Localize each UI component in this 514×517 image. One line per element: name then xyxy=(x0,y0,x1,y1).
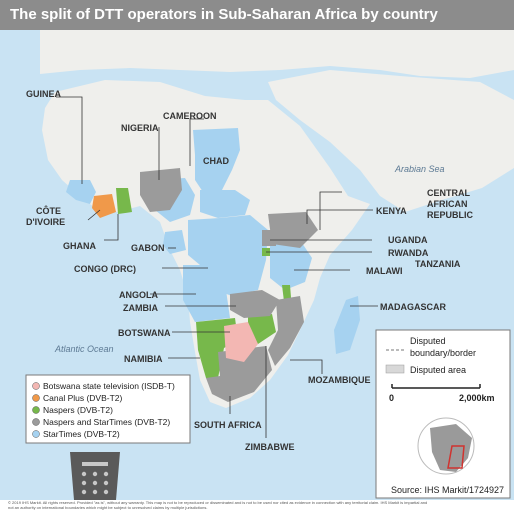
label-angola: ANGOLA xyxy=(119,290,158,300)
label-congo-drc: CONGO (DRC) xyxy=(74,264,136,274)
disputed-border-label-1: Disputed xyxy=(410,336,446,346)
legend-label: Naspers (DVB-T2) xyxy=(43,405,113,415)
legend-box xyxy=(25,374,191,444)
legend-item: Botswana state television (ISDB-T) xyxy=(32,381,175,391)
locator-highlight xyxy=(447,445,465,469)
footer-line-1: © 2019 IHS Markit. All rights reserved. … xyxy=(8,500,428,505)
region-zambia xyxy=(230,290,280,318)
region-uganda xyxy=(262,230,276,246)
legend-label: Naspers and StarTimes (DVB-T2) xyxy=(43,417,170,427)
label-nigeria: NIGERIA xyxy=(121,123,159,133)
label-cote-divoire-1: CÔTE xyxy=(36,205,61,216)
legend-item: Naspers and StarTimes (DVB-T2) xyxy=(32,417,170,427)
region-kenya xyxy=(268,212,318,248)
tv-remote-icon xyxy=(70,452,120,500)
legend-swatch xyxy=(32,430,40,438)
legend-item: StarTimes (DVB-T2) xyxy=(32,429,120,439)
label-zimbabwe: ZIMBABWE xyxy=(245,442,295,452)
label-car-1: CENTRAL xyxy=(427,188,470,198)
label-botswana: BOTSWANA xyxy=(118,328,171,338)
label-mozambique: MOZAMBIQUE xyxy=(308,375,371,385)
legend-item: Canal Plus (DVB-T2) xyxy=(32,393,123,403)
map-title: The split of DTT operators in Sub-Sahara… xyxy=(10,6,438,23)
label-zambia: ZAMBIA xyxy=(123,303,158,313)
legend-label: Botswana state television (ISDB-T) xyxy=(43,381,175,391)
map-canvas: Arabian Sea Atlantic Ocean GUINEA NIGERI… xyxy=(0,30,514,500)
label-guinea: GUINEA xyxy=(26,89,62,99)
scale-end: 2,000km xyxy=(459,393,495,403)
label-tanzania: TANZANIA xyxy=(415,259,461,269)
scale-start: 0 xyxy=(389,393,394,403)
label-rwanda: RWANDA xyxy=(388,248,429,258)
legend-label: StarTimes (DVB-T2) xyxy=(43,429,120,439)
label-cote-divoire-2: D'IVOIRE xyxy=(26,217,65,227)
legend-swatch xyxy=(32,394,40,402)
region-tanzania xyxy=(270,240,312,290)
legend-item: Naspers (DVB-T2) xyxy=(32,405,113,415)
label-namibia: NAMIBIA xyxy=(124,354,163,364)
legend-swatch xyxy=(32,418,40,426)
inset-panel: Disputed boundary/border Disputed area 0… xyxy=(375,329,511,499)
label-malawi: MALAWI xyxy=(366,266,403,276)
region-ghana xyxy=(116,188,132,214)
region-botswana xyxy=(224,322,258,362)
leader-lines xyxy=(56,96,378,438)
region-car xyxy=(200,190,250,218)
region-guinea xyxy=(66,180,96,204)
locator-globe xyxy=(417,417,475,475)
label-chad: CHAD xyxy=(203,156,229,166)
region-mozambique xyxy=(268,296,304,366)
country-labels: GUINEA NIGERIA CAMEROON CHAD CENTRAL AFR… xyxy=(26,89,474,452)
footer-disclaimer: © 2019 IHS Markit. All rights reserved. … xyxy=(8,500,508,510)
label-kenya: KENYA xyxy=(376,206,407,216)
label-madagascar: MADAGASCAR xyxy=(380,302,446,312)
arabia-landmass xyxy=(268,70,514,212)
arabian-sea-label: Arabian Sea xyxy=(394,164,445,174)
disputed-area-swatch xyxy=(385,364,405,374)
atlantic-ocean-label: Atlantic Ocean xyxy=(54,344,114,354)
disputed-area-label: Disputed area xyxy=(410,365,466,375)
label-ghana: GHANA xyxy=(63,241,96,251)
legend-label: Canal Plus (DVB-T2) xyxy=(43,393,123,403)
legend-swatch xyxy=(32,382,40,390)
source-label: Source: IHS Markit/1724927 xyxy=(391,485,504,495)
region-madagascar xyxy=(334,296,360,354)
region-south-africa xyxy=(206,346,272,402)
label-gabon: GABON xyxy=(131,243,165,253)
region-angola xyxy=(183,265,230,322)
legend: Botswana state television (ISDB-T) Canal… xyxy=(25,374,191,444)
legend-swatch xyxy=(32,406,40,414)
title-bar: The split of DTT operators in Sub-Sahara… xyxy=(0,0,514,30)
region-chad xyxy=(193,128,240,195)
region-cameroon xyxy=(140,168,182,212)
label-south-africa: SOUTH AFRICA xyxy=(194,420,262,430)
label-cameroon: CAMEROON xyxy=(163,111,217,121)
disputed-border-label-2: boundary/border xyxy=(410,348,476,358)
footer-line-2: not an authority on international bounda… xyxy=(8,505,208,510)
europe-landmass xyxy=(40,30,514,78)
label-car-2: AFRICAN xyxy=(427,199,468,209)
label-uganda: UGANDA xyxy=(388,235,428,245)
label-car-3: REPUBLIC xyxy=(427,210,474,220)
region-zimbabwe xyxy=(248,314,276,344)
